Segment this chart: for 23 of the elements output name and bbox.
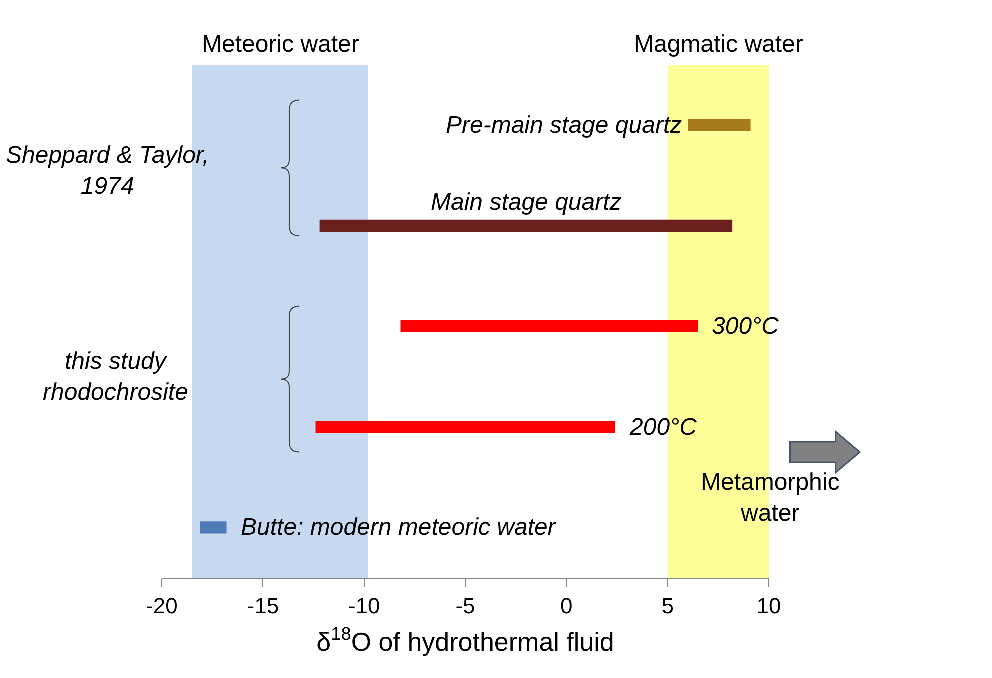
band-label: Magmatic water [634, 31, 804, 58]
bar [688, 119, 751, 132]
y-tick-label: 200°C [629, 414, 698, 441]
y-tick-label: 300°C [712, 313, 780, 340]
bar [400, 320, 698, 333]
bar [316, 421, 616, 434]
x-tick-label: -5 [456, 593, 476, 618]
x-tick-label: 0 [560, 593, 573, 618]
y-tick-label: Pre-main stage quartz [446, 112, 682, 139]
x-tick-label: -20 [146, 593, 178, 618]
band-label: Meteoric water [202, 31, 360, 58]
annotation: this study rhodochrosite [43, 348, 188, 406]
annotation: Sheppard & Taylor, 1974 [6, 142, 210, 200]
bar [320, 220, 733, 232]
annotation: Metamorphic water [701, 469, 840, 528]
y-tick-label: Main stage quartz [431, 189, 622, 216]
x-tick-label: 10 [756, 593, 782, 618]
y-tick-label: Butte: modern meteoric water [241, 514, 557, 541]
x-tick-label: -15 [247, 593, 280, 618]
x-tick-label: 5 [662, 593, 674, 618]
x-tick-label: -10 [348, 593, 380, 618]
x-axis-title: δ$^{18}$O of hydrothermal fluid [316, 624, 614, 658]
bar [200, 522, 227, 534]
